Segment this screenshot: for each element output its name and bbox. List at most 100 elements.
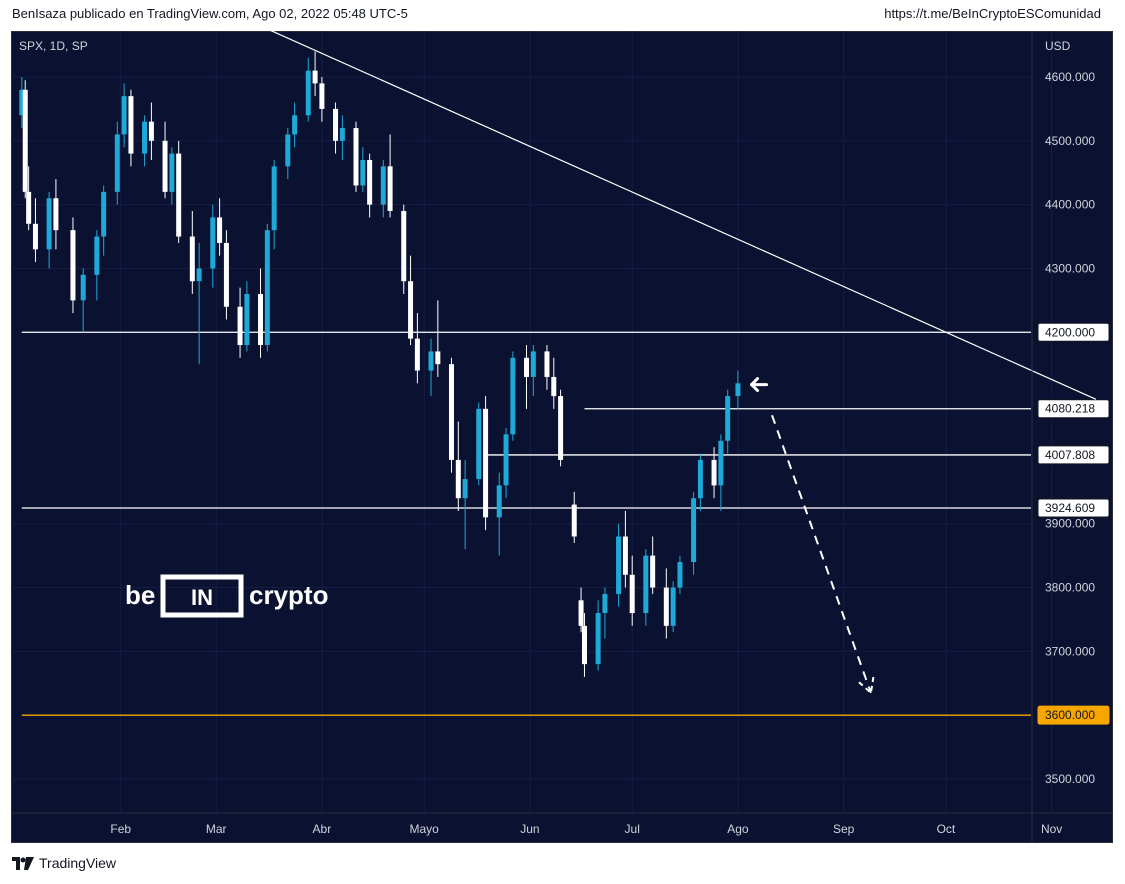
candle-body [602, 594, 607, 613]
candle-body [524, 358, 529, 377]
candle-body [244, 294, 249, 345]
x-tick-label: Mayo [410, 822, 440, 836]
x-tick-label: Mar [206, 822, 227, 836]
candle-body [217, 217, 222, 243]
candle-body [333, 109, 338, 141]
candle-body [725, 396, 730, 441]
candle-body [238, 307, 243, 345]
candle-body [115, 134, 120, 191]
candle-body [698, 460, 703, 498]
candle-body [169, 154, 174, 192]
x-tick-label: Oct [937, 822, 956, 836]
candle-body [456, 460, 461, 498]
candle-body [285, 134, 290, 166]
candle-body [531, 351, 536, 377]
tradingview-logo-icon [12, 857, 34, 870]
candle-body [210, 217, 215, 268]
candle-body [630, 575, 635, 613]
candle-body [258, 294, 263, 345]
candle-body [81, 275, 86, 301]
x-tick-label: Jul [625, 822, 640, 836]
candle-body [510, 358, 515, 435]
y-tick-label: 3700.000 [1045, 644, 1095, 658]
candle-body [163, 141, 168, 192]
candle-body [354, 128, 359, 185]
candle-body [149, 122, 154, 141]
candle-body [224, 243, 229, 307]
y-tick-label: 3900.000 [1045, 517, 1095, 531]
publisher-line: BenIsaza publicado en TradingView.com, A… [12, 6, 408, 21]
candle-body [53, 198, 58, 230]
candle-body [476, 409, 481, 479]
candle-body [671, 588, 676, 626]
level-label: 4080.218 [1045, 402, 1095, 416]
candle-body [735, 383, 740, 396]
level-label: 3600.000 [1045, 708, 1095, 722]
watermark-right: crypto [249, 580, 328, 610]
candle-body [650, 556, 655, 588]
currency-label: USD [1045, 39, 1071, 53]
level-label: 4200.000 [1045, 325, 1095, 339]
candle-body [26, 192, 31, 224]
candle-body [582, 626, 587, 664]
x-tick-label: Ago [727, 822, 749, 836]
candle-body [272, 166, 277, 230]
candle-body [381, 166, 386, 204]
footer: TradingView [12, 855, 116, 871]
candle-body [142, 122, 147, 154]
y-tick-label: 4500.000 [1045, 134, 1095, 148]
candle-body [292, 115, 297, 134]
watermark-left: be [125, 580, 155, 610]
candle-body [677, 562, 682, 588]
candle-body [429, 351, 434, 370]
candle-body [623, 536, 628, 574]
candle-body [176, 154, 181, 237]
candle-body [360, 160, 365, 186]
candle-body [94, 237, 99, 275]
candle-body [712, 460, 717, 486]
candle-body [408, 281, 413, 338]
watermark-box-text: IN [191, 585, 213, 610]
candle-body [483, 409, 488, 517]
candle-body [190, 237, 195, 282]
candle-body [643, 556, 648, 613]
candle-body [558, 396, 563, 460]
candle-body [367, 160, 372, 205]
candle-body [572, 505, 577, 537]
trendline [261, 31, 1096, 399]
y-tick-label: 4400.000 [1045, 198, 1095, 212]
symbol-label: SPX, 1D, SP [19, 39, 88, 53]
y-tick-label: 3800.000 [1045, 581, 1095, 595]
candle-body [435, 351, 440, 364]
candle-body [401, 211, 406, 281]
beincrypto-watermark: be IN crypto [125, 577, 328, 615]
y-tick-label: 4600.000 [1045, 70, 1095, 84]
candle-body [497, 485, 502, 517]
candle-body [664, 588, 669, 626]
candle-body [70, 230, 75, 300]
level-label: 4007.808 [1045, 448, 1095, 462]
candle-body [504, 434, 509, 485]
candle-body [691, 498, 696, 562]
candle-body [616, 536, 621, 593]
candle-body [449, 364, 454, 460]
x-tick-label: Sep [833, 822, 855, 836]
candle-body [306, 71, 311, 116]
candle-body [388, 166, 393, 211]
candle-body [265, 230, 270, 345]
candle-body [544, 351, 549, 377]
x-tick-label: Feb [110, 822, 131, 836]
candle-body [128, 96, 133, 153]
candle-body [47, 198, 52, 249]
chart-canvas[interactable]: 4200.000 4080.218 4007.808 3924.609 3600.000… [11, 31, 1113, 843]
candle-body [101, 192, 106, 237]
y-tick-label: 3500.000 [1045, 772, 1095, 786]
candle-body [319, 83, 324, 109]
candle-body [718, 441, 723, 486]
candle-body [313, 71, 318, 84]
candle-body [23, 90, 28, 192]
candle-body [579, 600, 584, 626]
community-link[interactable]: https://t.me/BeInCryptoESComunidad [884, 6, 1101, 21]
x-tick-label: Jun [520, 822, 539, 836]
x-tick-label: Nov [1041, 822, 1062, 836]
